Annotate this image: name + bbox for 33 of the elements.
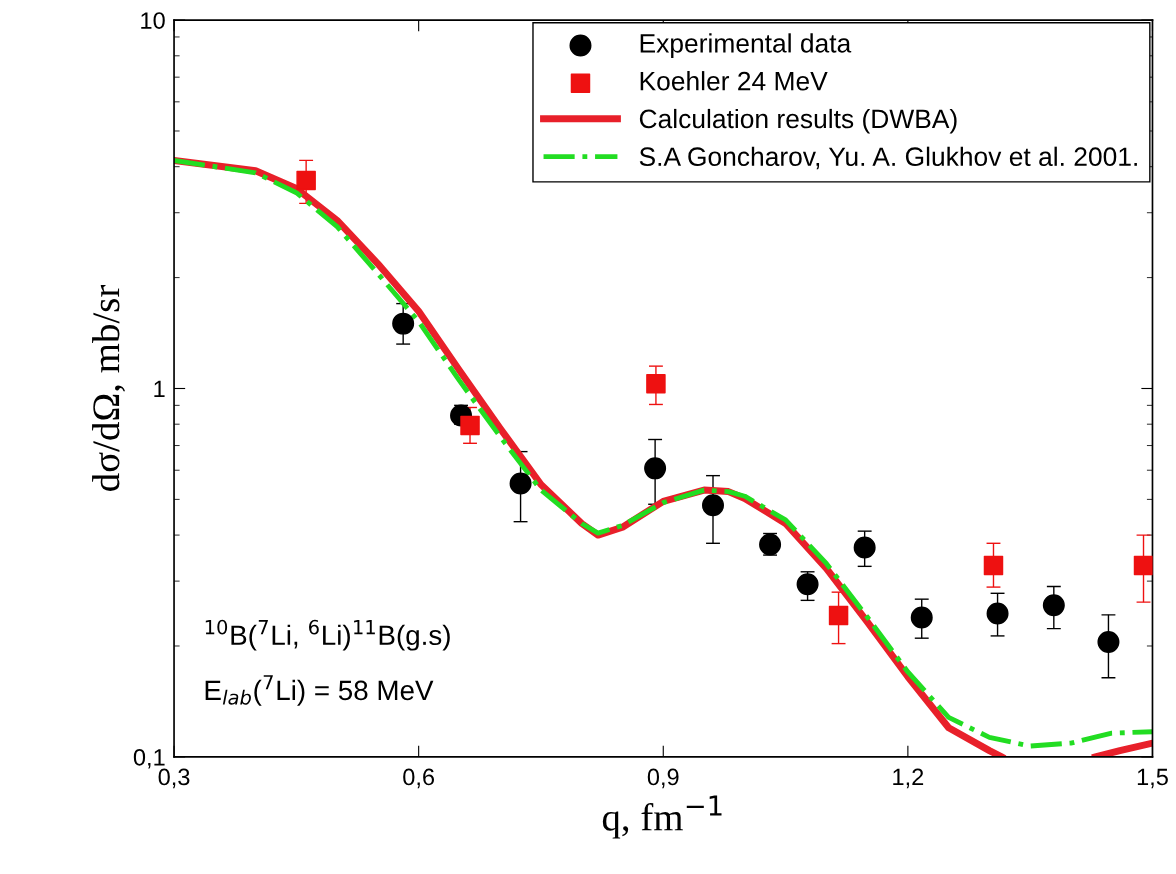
point	[983, 555, 1004, 576]
point	[828, 605, 849, 626]
point	[644, 457, 667, 480]
x-tick-label: 1,2	[893, 768, 924, 789]
point	[1042, 594, 1065, 617]
legend-label: S.A Goncharov, Yu. A. Glukhov et al. 2001.	[639, 146, 1137, 170]
x-tick-label: 1,5	[1137, 768, 1168, 789]
point	[910, 606, 933, 629]
point	[646, 374, 666, 394]
y-tick-label: 10	[141, 12, 165, 29]
point	[986, 602, 1009, 625]
x-tick-label: 0,6	[403, 768, 435, 789]
y-tick-label: 1	[154, 380, 165, 398]
annotation: E$_{lab}$($^{7}$Li) = 58 MeV	[205, 675, 434, 706]
y-tick-label: 0,1	[133, 748, 165, 769]
point	[759, 533, 782, 556]
point	[460, 415, 480, 436]
annotation: $^{10}$B($^{7}$Li, $^{6}$Li)$^{11}$B(g.s)	[205, 619, 450, 651]
x-axis-title: q, fm$^{−1}$	[602, 795, 722, 839]
legend-label: Calculation results (DWBA)	[639, 108, 957, 134]
point	[392, 312, 415, 335]
x-tick-label: 0,3	[158, 768, 190, 789]
x-tick-label: 0,9	[647, 768, 679, 789]
point	[1097, 631, 1120, 654]
y-axis-title: dσ/dΩ, mb/sr	[92, 285, 126, 491]
point	[853, 536, 876, 559]
legend-label: Experimental data	[640, 33, 852, 58]
point	[1133, 555, 1153, 576]
point	[509, 472, 532, 495]
point	[796, 573, 819, 596]
point	[702, 494, 724, 517]
legend-label: Koehler 24 MeV	[640, 71, 828, 91]
point	[296, 170, 316, 191]
